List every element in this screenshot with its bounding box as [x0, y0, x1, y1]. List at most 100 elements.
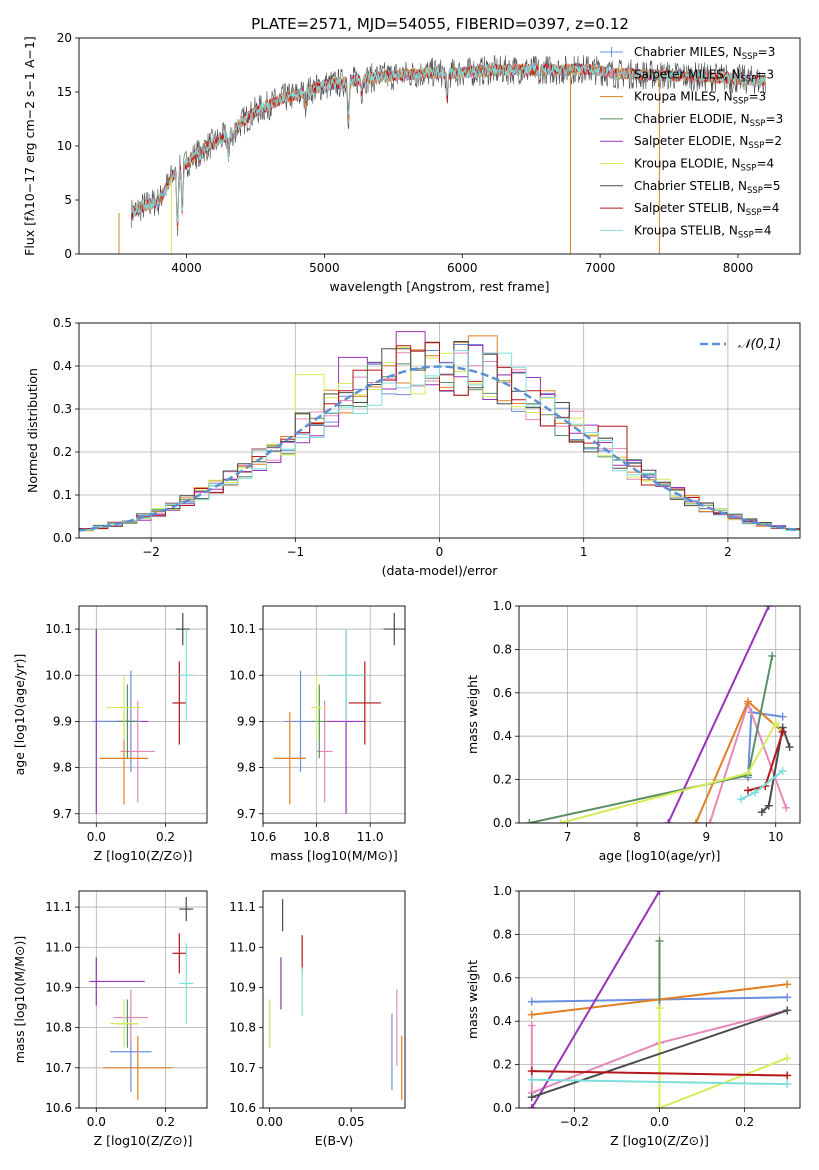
y-tick-label: 0.6: [493, 686, 512, 700]
y-tick-label: 10.1: [229, 622, 256, 636]
weight-marker: [757, 808, 766, 817]
weight-marker: [743, 697, 752, 706]
weight-marker: [527, 1067, 536, 1076]
weight-marker: [783, 980, 792, 989]
y-tick-label: 10.0: [45, 668, 72, 682]
y-tick-label: 15: [57, 85, 72, 99]
weight-marker: [743, 769, 752, 778]
y-tick-label: 20: [57, 31, 72, 45]
y-tick-label: 0.8: [493, 642, 512, 656]
legend-entry-subscript: SSP: [741, 164, 757, 174]
y-tick-label: 0.2: [53, 445, 72, 459]
weight-line-kroupa-elodie: [658, 1008, 788, 1108]
y-tick-label: 1.0: [493, 599, 512, 613]
weight-marker: [783, 993, 792, 1002]
weight-line-chabrier-stelib: [531, 1009, 788, 1099]
y-tick-label: 11.1: [45, 900, 72, 914]
y-axis-label: Normed distribution: [25, 368, 40, 493]
y-axis-label: mass weight: [465, 960, 480, 1039]
y-tick-label: 9.7: [237, 807, 256, 821]
x-tick-label: 11.0: [357, 830, 384, 844]
legend-entry-name: Chabrier MILES, N: [634, 45, 742, 59]
x-tick-label: 7000: [585, 261, 616, 275]
legend-entry-value: =4: [756, 157, 774, 171]
x-axis-label: age [log10(age/yr)]: [599, 848, 721, 863]
x-tick-label: 0.2: [735, 1115, 754, 1129]
x-axis-label: mass [log10(M/M⊙)]: [270, 848, 398, 863]
y-tick-label: 1.0: [493, 884, 512, 898]
x-tick-label: 9: [703, 830, 711, 844]
weight-marker: [655, 891, 664, 895]
y-axis-label: mass weight: [465, 675, 480, 754]
weight-marker: [785, 743, 794, 752]
x-tick-label: 0: [436, 545, 444, 559]
y-tick-label: 0.0: [493, 1101, 512, 1115]
y-tick-label: 0.1: [53, 488, 72, 502]
legend-entry-subscript: SSP: [748, 141, 764, 151]
y-tick-label: 10.1: [45, 622, 72, 636]
axes-frame: [518, 605, 801, 824]
legend-entry-value: =3: [758, 45, 776, 59]
x-tick-label: 10.6: [250, 830, 277, 844]
y-tick-label: 0.2: [493, 1058, 512, 1072]
x-axis-label: (data-model)/error: [382, 563, 499, 578]
weight-marker: [655, 936, 664, 945]
legend-entry-value: =3: [749, 90, 767, 104]
weight-line-salpeter-elodie: [667, 606, 770, 823]
y-tick-label: 0.5: [53, 316, 72, 330]
y-tick-label: 0.0: [53, 531, 72, 545]
legend-entry-subscript: SSP: [733, 97, 749, 107]
weight-marker: [783, 1054, 792, 1063]
weight-marker: [527, 1104, 536, 1108]
y-tick-label: 11.0: [45, 940, 72, 954]
weight-marker: [768, 651, 777, 660]
x-tick-label: 10: [768, 830, 783, 844]
y-tick-label: 10.9: [45, 980, 72, 994]
y-tick-label: 11.0: [229, 940, 256, 954]
legend-entry-subscript: SSP: [750, 119, 766, 129]
legend-entry-name: Salpeter MILES, N: [634, 67, 741, 81]
y-tick-label: 5: [64, 193, 72, 207]
legend-entry-value: =4: [762, 201, 780, 215]
y-tick-label: 10.7: [229, 1061, 256, 1075]
y-axis-label: age [log10(age/yr)]: [12, 654, 27, 776]
y-tick-label: 9.9: [53, 714, 72, 728]
legend-entry-subscript: SSP: [742, 52, 758, 62]
massweight-vs-age-panel: 7 8 9 10 0.0 0.2 0.4 0.6 0.8 1.0 age [log10(age/yr…: [465, 599, 801, 863]
weight-marker: [778, 727, 787, 736]
y-tick-label: 0.4: [493, 729, 512, 743]
legend-entry-name: Kroupa STELIB, N: [634, 223, 738, 237]
x-tick-label: 0.05: [338, 1115, 365, 1129]
x-tick-label: 8: [633, 830, 641, 844]
y-tick-label: 10: [57, 139, 72, 153]
x-tick-label: 0.0: [87, 1115, 106, 1129]
y-tick-label: 0.3: [53, 402, 72, 416]
y-tick-label: 0.4: [493, 1014, 512, 1028]
residuals-panel: −2 −1 0 1 2 0.0 0.1 0.2 0.3 0.4 0.5 (data-model)/er…: [25, 316, 801, 578]
weight-marker: [783, 1071, 792, 1080]
y-tick-label: 10.9: [229, 980, 256, 994]
age-vs-mass-panel: 10.6 10.8 11.0 9.7 9.8 9.9 10.0 10.1 mass [log10…: [229, 605, 406, 863]
x-tick-label: 10.8: [303, 830, 330, 844]
x-tick-label: 7: [564, 830, 572, 844]
x-tick-label: 0.0: [650, 1115, 669, 1129]
x-tick-label: 0.2: [156, 830, 175, 844]
x-axis-label: Z [log10(Z/Z⊙)]: [610, 1133, 709, 1148]
legend-entry-subscript: SSP: [746, 208, 762, 218]
weight-marker: [527, 1010, 536, 1019]
x-axis-label: E(B-V): [315, 1133, 354, 1148]
y-tick-label: 0.4: [53, 359, 72, 373]
legend-entry-value: =3: [766, 112, 784, 126]
legend-entry-name: Salpeter STELIB, N: [634, 201, 746, 215]
legend-entry: Chabrier ELODIE, NSSP=3: [634, 112, 783, 129]
weight-marker: [783, 1080, 792, 1089]
legend-entry: Salpeter MILES, NSSP=3: [634, 67, 774, 84]
weight-marker: [778, 712, 787, 721]
y-tick-label: 10.6: [229, 1101, 256, 1115]
y-tick-label: 10.6: [45, 1101, 72, 1115]
legend-entry: Salpeter ELODIE, NSSP=2: [634, 134, 782, 151]
y-tick-label: 10.8: [229, 1021, 256, 1035]
axes-frame: [78, 322, 801, 539]
y-tick-label: 0.0: [493, 816, 512, 830]
